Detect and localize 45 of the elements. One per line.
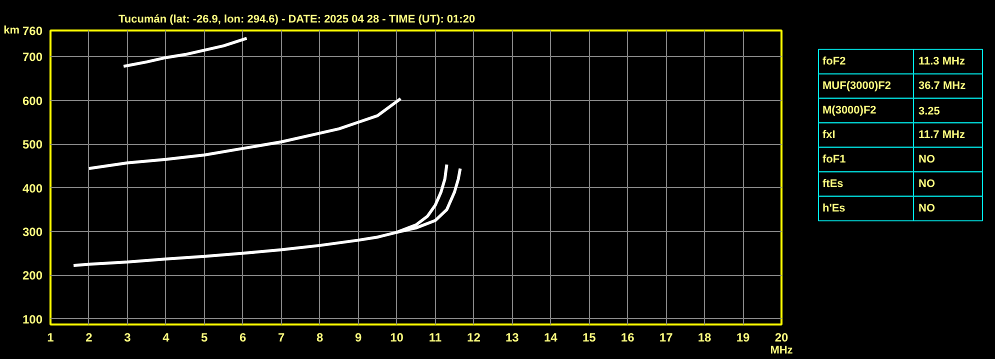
x-tick-label: 3 xyxy=(124,330,132,344)
x-tick-label: 7 xyxy=(278,330,286,344)
x-tick-label: 16 xyxy=(620,330,635,344)
x-tick-label: 6 xyxy=(240,330,247,344)
category-label: foF1 xyxy=(822,154,846,166)
category-label: foF2 xyxy=(822,56,846,68)
x-tick-label: 4 xyxy=(162,330,170,344)
y-tick-label: 700 xyxy=(22,50,43,64)
y-tick-label: 400 xyxy=(22,181,43,196)
x-tick-label: 19 xyxy=(736,330,750,344)
y-axis-title: km xyxy=(4,24,20,36)
y-tick-label: 760 xyxy=(22,24,43,38)
x-axis-title: MHz xyxy=(770,344,794,356)
text: 36.7 MHz xyxy=(918,80,966,92)
text: NO xyxy=(918,202,935,214)
text: 11.3 MHz xyxy=(918,56,965,68)
y-tick-label: 600 xyxy=(22,94,43,108)
x-tick-label: 15 xyxy=(582,330,596,344)
y-tick-label: 500 xyxy=(22,138,43,152)
category-label: MUF(3000)F2 xyxy=(822,80,891,92)
text: 11.7 MHz xyxy=(918,129,965,142)
y-tick-label: 100 xyxy=(22,312,43,326)
text: NO xyxy=(918,154,935,166)
x-tick-label: 11 xyxy=(428,330,442,344)
y-tick-label: 300 xyxy=(22,224,43,239)
x-tick-label: 2 xyxy=(86,330,93,344)
category-label: fxI xyxy=(822,129,836,142)
x-tick-label: 14 xyxy=(544,330,558,344)
x-tick-label: 9 xyxy=(354,330,362,344)
x-tick-label: 10 xyxy=(390,330,404,344)
x-tick-label: 18 xyxy=(698,330,712,344)
y-tick-label: 200 xyxy=(22,268,43,283)
x-tick-label: 17 xyxy=(659,330,674,344)
x-tick-label: 5 xyxy=(201,330,208,344)
category-label: M(3000)F2 xyxy=(822,104,876,117)
category-label: ftEs xyxy=(822,178,844,190)
x-tick-label: 20 xyxy=(774,330,788,344)
text: 3.25 xyxy=(918,106,940,118)
x-tick-label: 1 xyxy=(47,330,54,344)
x-tick-label: 12 xyxy=(467,330,481,344)
chart-title: Tucumán (lat: -26.9, lon: 294.6) - DATE: 2025 04 28 - TIME (UT): 01:20 xyxy=(118,14,476,26)
x-tick-label: 13 xyxy=(506,330,520,344)
x-tick-label: 8 xyxy=(316,330,324,344)
text: NO xyxy=(918,178,935,190)
category-label: h'Es xyxy=(822,202,846,214)
